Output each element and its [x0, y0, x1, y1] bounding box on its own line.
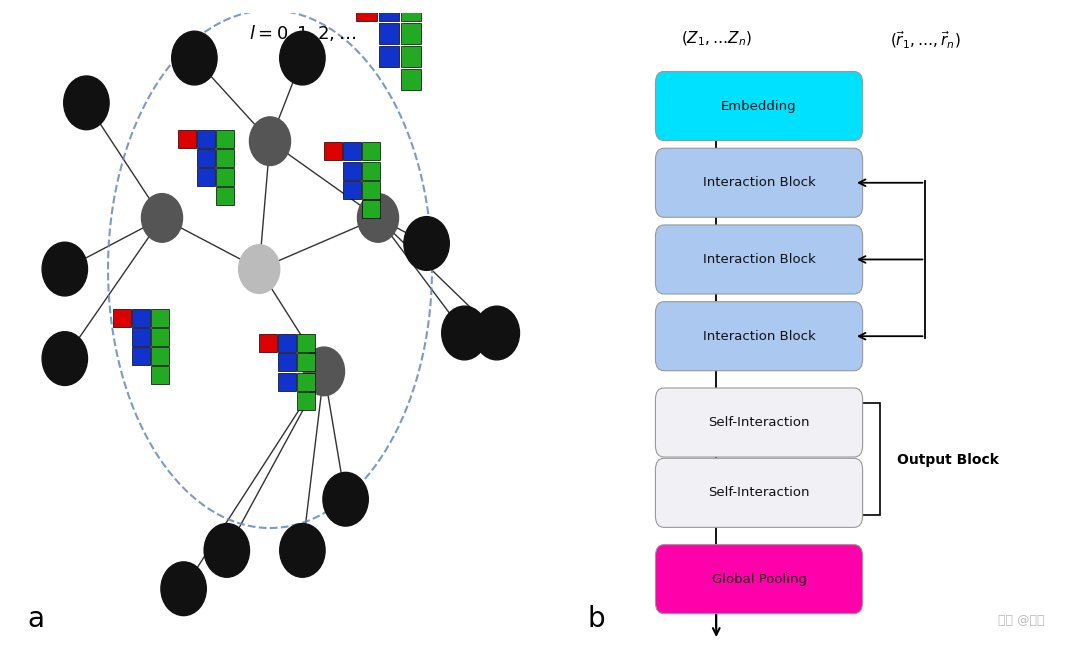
Circle shape	[141, 194, 183, 242]
Circle shape	[42, 242, 87, 296]
Circle shape	[161, 562, 206, 615]
Bar	[379, 46, 400, 67]
FancyBboxPatch shape	[656, 545, 863, 613]
Circle shape	[323, 472, 368, 526]
Bar	[133, 328, 150, 346]
Text: a: a	[27, 605, 44, 633]
Bar	[343, 143, 361, 161]
Circle shape	[357, 194, 399, 242]
Bar	[259, 334, 276, 352]
FancyBboxPatch shape	[656, 71, 863, 141]
Circle shape	[64, 76, 109, 130]
Circle shape	[303, 347, 345, 396]
Bar	[197, 130, 215, 148]
Text: 知乎 @于瑞: 知乎 @于瑞	[998, 614, 1044, 627]
Bar	[151, 347, 170, 365]
Text: $l = 0, 1, 2, \ldots$: $l = 0, 1, 2, \ldots$	[248, 23, 356, 43]
Bar	[379, 23, 400, 44]
Bar	[216, 168, 234, 186]
FancyBboxPatch shape	[656, 149, 863, 217]
FancyBboxPatch shape	[656, 302, 863, 371]
Bar	[297, 354, 315, 372]
Bar	[151, 366, 170, 384]
Text: Embedding: Embedding	[721, 99, 797, 113]
Circle shape	[172, 31, 217, 85]
Bar	[401, 46, 421, 67]
Circle shape	[280, 523, 325, 577]
Bar	[279, 373, 296, 390]
Text: Interaction Block: Interaction Block	[703, 176, 815, 189]
Bar	[401, 69, 421, 90]
Bar	[216, 187, 234, 205]
Circle shape	[204, 523, 249, 577]
Bar	[362, 200, 380, 218]
Bar	[297, 334, 315, 352]
Bar	[297, 392, 315, 410]
FancyBboxPatch shape	[656, 225, 863, 294]
Bar	[151, 328, 170, 346]
Bar	[343, 181, 361, 198]
Bar	[178, 130, 197, 148]
Bar	[133, 347, 150, 365]
Bar	[362, 162, 380, 180]
Bar	[362, 181, 380, 198]
Bar	[324, 143, 342, 161]
Text: Interaction Block: Interaction Block	[703, 253, 815, 266]
Text: $(Z_1,\ldots Z_n)$: $(Z_1,\ldots Z_n)$	[680, 29, 752, 48]
Circle shape	[239, 245, 280, 293]
FancyBboxPatch shape	[656, 388, 863, 457]
Circle shape	[442, 306, 487, 360]
Bar	[151, 309, 170, 326]
Circle shape	[404, 216, 449, 270]
Bar	[343, 162, 361, 180]
Bar	[197, 149, 215, 166]
Bar	[279, 334, 296, 352]
Bar	[379, 0, 400, 21]
Text: b: b	[588, 605, 606, 633]
Bar	[401, 23, 421, 44]
FancyBboxPatch shape	[656, 458, 863, 527]
Bar	[216, 149, 234, 166]
Text: Self-Interaction: Self-Interaction	[708, 416, 810, 429]
Bar	[297, 373, 315, 390]
Circle shape	[249, 117, 291, 165]
Bar	[216, 130, 234, 148]
Bar	[362, 143, 380, 161]
Circle shape	[474, 306, 519, 360]
Circle shape	[280, 31, 325, 85]
Bar	[133, 309, 150, 326]
Bar	[197, 168, 215, 186]
Text: Global Pooling: Global Pooling	[712, 573, 807, 585]
Text: Interaction Block: Interaction Block	[703, 330, 815, 343]
Circle shape	[42, 332, 87, 386]
Bar	[279, 354, 296, 372]
Bar	[356, 0, 377, 21]
Text: Self-Interaction: Self-Interaction	[708, 486, 810, 500]
Text: Output Block: Output Block	[896, 453, 999, 467]
Text: $(\vec{r}_1,\ldots,\vec{r}_n)$: $(\vec{r}_1,\ldots,\vec{r}_n)$	[890, 29, 961, 51]
Bar	[401, 0, 421, 21]
Bar	[113, 309, 132, 326]
